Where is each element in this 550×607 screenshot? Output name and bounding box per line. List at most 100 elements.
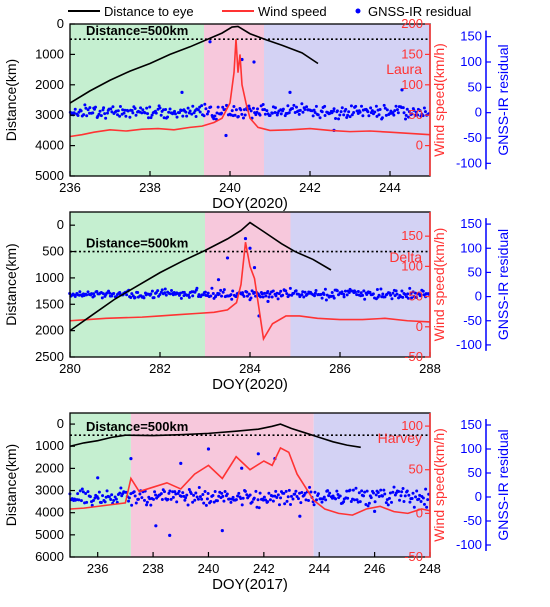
band-pink <box>204 24 264 176</box>
residual-point <box>130 108 134 112</box>
residual-point <box>185 114 189 118</box>
residual-point <box>345 489 349 493</box>
residual-point <box>80 487 84 491</box>
residual-point <box>240 112 244 116</box>
residual-point <box>395 108 399 112</box>
residual-point <box>103 500 107 504</box>
residual-point <box>297 112 301 116</box>
x-tick-label: 236 <box>59 180 81 195</box>
residual-point <box>422 106 426 110</box>
residual-point <box>367 114 371 118</box>
residual-point <box>261 102 265 106</box>
residual-point <box>154 524 158 528</box>
residual-point <box>110 493 114 497</box>
residual-point <box>209 105 213 109</box>
residual-point <box>220 491 224 495</box>
residual-point <box>174 492 178 496</box>
residual-point <box>101 292 105 296</box>
x-axis-label: DOY(2017) <box>212 576 288 593</box>
residual-point <box>380 116 384 120</box>
residual-point <box>149 116 153 120</box>
residual-point <box>412 295 416 299</box>
residual-point <box>404 113 408 117</box>
residual-point <box>318 116 322 120</box>
residual-point <box>196 497 200 501</box>
residual-point <box>208 40 212 44</box>
residual-tick-label: 0 <box>475 489 482 504</box>
residual-point <box>371 292 375 296</box>
residual-point <box>134 113 138 117</box>
residual-point <box>287 111 291 115</box>
residual-point <box>381 292 385 296</box>
residual-tick-label: -50 <box>463 130 482 145</box>
residual-point <box>414 495 418 499</box>
residual-point <box>407 115 411 119</box>
residual-point <box>239 108 243 112</box>
residual-point <box>258 113 262 117</box>
residual-point <box>342 295 346 299</box>
residual-point <box>319 292 323 296</box>
residual-point <box>173 109 177 113</box>
wind-tick-label: 100 <box>401 418 423 433</box>
y-left-tick-label: 5000 <box>35 527 64 542</box>
residual-point <box>370 109 374 113</box>
band-pink <box>205 212 291 357</box>
residual-point <box>402 500 406 504</box>
residual-point <box>391 490 395 494</box>
residual-point <box>200 104 204 108</box>
residual-point <box>257 506 261 510</box>
residual-point <box>222 288 226 292</box>
residual-point <box>106 111 110 115</box>
x-tick-label: 284 <box>239 361 261 376</box>
residual-point <box>209 499 213 503</box>
residual-point <box>328 491 332 495</box>
residual-point <box>127 499 131 503</box>
residual-point <box>103 112 107 116</box>
residual-point <box>301 290 305 294</box>
residual-point <box>362 494 366 498</box>
threshold-label: Distance=500km <box>86 23 188 38</box>
residual-point <box>142 498 146 502</box>
residual-point <box>188 109 192 113</box>
residual-point <box>279 496 283 500</box>
residual-tick-label: -100 <box>456 337 482 352</box>
y-left-tick-label: 0 <box>57 416 64 431</box>
residual-point <box>197 293 201 297</box>
residual-point <box>338 494 342 498</box>
residual-point <box>234 498 238 502</box>
residual-point <box>121 108 125 112</box>
residual-point <box>265 109 269 113</box>
residual-point <box>247 292 251 296</box>
residual-point <box>189 492 193 496</box>
residual-point <box>299 501 303 505</box>
residual-point <box>163 291 167 295</box>
residual-point <box>334 117 338 121</box>
residual-point <box>258 491 262 495</box>
residual-point <box>162 116 166 120</box>
residual-point <box>254 489 258 493</box>
residual-point <box>154 493 158 497</box>
residual-point <box>243 489 247 493</box>
residual-point <box>224 133 228 138</box>
residual-point <box>78 290 82 294</box>
residual-point <box>108 291 112 295</box>
residual-point <box>292 103 296 107</box>
residual-point <box>424 487 428 491</box>
residual-point <box>363 297 367 301</box>
residual-point <box>421 496 425 500</box>
residual-point <box>400 289 404 293</box>
residual-point <box>181 114 185 118</box>
residual-point <box>304 498 308 502</box>
residual-point <box>373 110 377 114</box>
residual-point <box>384 501 388 505</box>
residual-point <box>392 485 396 489</box>
wind-tick-label: 150 <box>401 46 423 61</box>
residual-point <box>201 493 205 497</box>
residual-point <box>377 293 381 297</box>
residual-point <box>360 104 364 108</box>
residual-point <box>422 502 426 506</box>
residual-point <box>335 489 339 493</box>
residual-point <box>401 106 405 110</box>
residual-point <box>360 489 364 493</box>
y-left-tick-label: 2000 <box>35 323 64 338</box>
